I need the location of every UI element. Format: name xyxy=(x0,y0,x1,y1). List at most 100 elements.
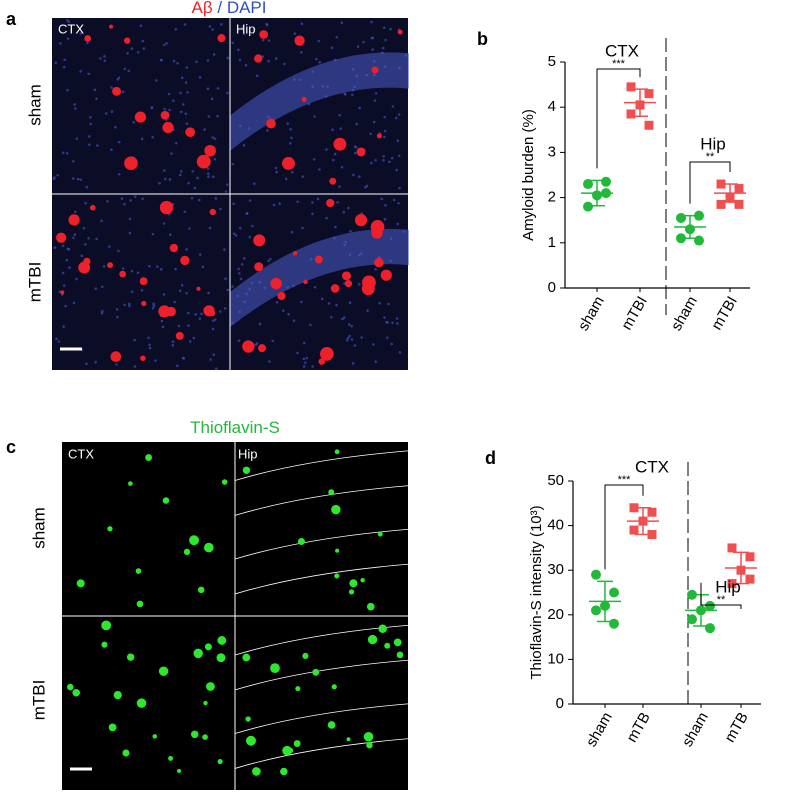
nucleus xyxy=(301,226,304,230)
nucleus xyxy=(325,148,328,151)
nucleus xyxy=(195,60,198,64)
nucleus xyxy=(126,51,129,55)
nucleus xyxy=(351,362,355,365)
nucleus xyxy=(110,86,113,89)
plaque xyxy=(331,684,337,690)
nucleus xyxy=(331,128,334,131)
nucleus xyxy=(156,265,159,268)
nucleus xyxy=(258,322,262,326)
nucleus xyxy=(62,284,66,287)
nucleus xyxy=(212,53,216,56)
nucleus xyxy=(318,60,321,64)
nucleus xyxy=(187,311,190,315)
nucleus xyxy=(66,88,69,92)
nucleus xyxy=(313,115,316,118)
nucleus xyxy=(223,248,226,251)
plaque xyxy=(346,737,351,742)
nucleus xyxy=(172,99,175,103)
group-label: CTX xyxy=(635,457,669,476)
plaque xyxy=(280,767,288,776)
nucleus xyxy=(99,57,102,60)
nucleus xyxy=(140,288,144,292)
plaque xyxy=(245,716,251,722)
nucleus xyxy=(395,317,399,320)
nucleus xyxy=(287,312,290,316)
plaque xyxy=(175,331,184,340)
plaque xyxy=(320,347,334,361)
plaque xyxy=(282,156,295,170)
nucleus xyxy=(369,132,372,136)
plaque xyxy=(152,734,158,739)
y-tick-label: 40 xyxy=(547,517,564,534)
plaque xyxy=(302,652,309,659)
nucleus xyxy=(267,59,270,63)
nucleus xyxy=(215,367,218,370)
plaque xyxy=(314,255,323,264)
nucleus xyxy=(59,42,62,45)
nucleus xyxy=(226,56,230,60)
nucleus xyxy=(85,362,88,365)
panel-letter: d xyxy=(485,448,496,468)
plaque xyxy=(126,653,135,661)
nucleus xyxy=(391,105,395,108)
data-point xyxy=(644,120,654,130)
plaque xyxy=(180,255,190,266)
nucleus xyxy=(187,181,190,185)
nucleus xyxy=(232,232,236,236)
nucleus xyxy=(68,266,71,269)
plaque xyxy=(203,700,208,706)
nucleus xyxy=(378,302,381,305)
nucleus xyxy=(203,128,206,131)
plaque xyxy=(361,282,375,296)
nucleus xyxy=(188,227,191,230)
nucleus xyxy=(374,92,378,95)
plaque xyxy=(393,638,402,647)
nucleus xyxy=(281,309,285,312)
nucleus xyxy=(159,268,163,271)
cell-layer xyxy=(230,52,409,151)
nucleus xyxy=(374,158,377,162)
nucleus xyxy=(133,195,137,198)
nucleus xyxy=(179,110,183,114)
plaque xyxy=(327,721,336,729)
nucleus xyxy=(206,87,210,91)
nucleus xyxy=(174,27,178,31)
nucleus xyxy=(183,23,187,26)
nucleus xyxy=(160,58,163,62)
nucleus xyxy=(300,22,304,26)
plaque xyxy=(185,127,196,138)
nucleus xyxy=(94,360,97,364)
nucleus xyxy=(311,212,314,216)
nucleus xyxy=(165,42,168,45)
plaque xyxy=(107,526,113,532)
plaque xyxy=(380,269,392,281)
nucleus xyxy=(96,144,99,147)
plaque xyxy=(318,358,326,365)
nucleus xyxy=(291,170,294,174)
nucleus xyxy=(313,285,317,289)
plaque xyxy=(301,96,307,102)
data-point xyxy=(745,574,755,584)
nucleus xyxy=(290,136,293,140)
nucleus xyxy=(184,112,188,115)
nucleus xyxy=(325,216,328,220)
nucleus xyxy=(55,337,58,341)
nucleus xyxy=(129,199,132,202)
nucleus xyxy=(130,290,134,293)
nucleus xyxy=(84,201,87,205)
significance: *** xyxy=(612,58,626,70)
condition-label: sham xyxy=(29,507,48,549)
nucleus xyxy=(342,210,346,214)
data-point xyxy=(647,507,657,517)
nucleus xyxy=(365,184,369,188)
plaque xyxy=(254,262,264,272)
nucleus xyxy=(198,253,202,256)
nucleus xyxy=(185,248,188,251)
plaque xyxy=(366,602,375,611)
nucleus xyxy=(220,23,223,26)
title-part: DAPI xyxy=(227,0,267,17)
title-part: / xyxy=(217,0,222,17)
nucleus xyxy=(292,319,296,323)
plaque xyxy=(245,735,256,746)
nucleus xyxy=(238,226,242,230)
